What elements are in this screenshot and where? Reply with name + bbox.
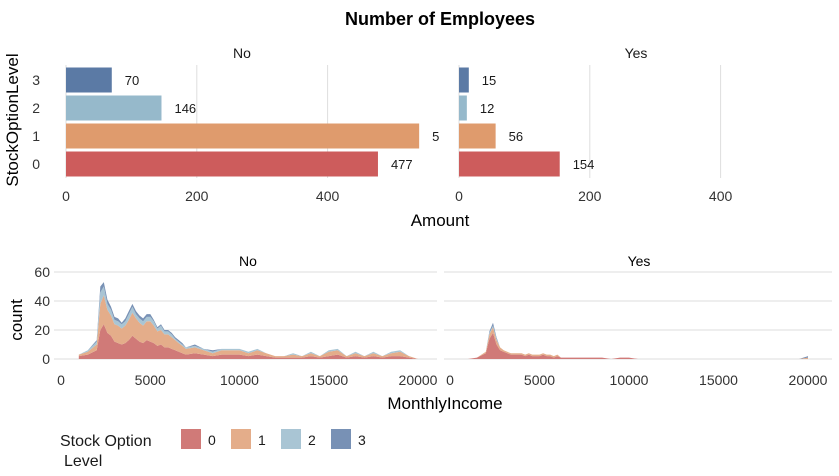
legend-label: 2 <box>308 432 316 448</box>
area-y-tick-label: 60 <box>34 264 50 280</box>
area-series-0 <box>78 324 419 359</box>
bar-y-axis-title: StockOptionLevel <box>3 53 22 186</box>
legend-swatch <box>181 429 201 449</box>
legend-swatch <box>281 429 301 449</box>
area-x-tick-label: 5000 <box>135 372 166 388</box>
area-x-tick-label: 0 <box>446 372 454 388</box>
bar-x-tick-label: 0 <box>455 188 463 204</box>
bar <box>66 151 378 177</box>
legend-title: Stock Option <box>60 433 152 450</box>
area-x-axis-title: MonthlyIncome <box>387 394 502 413</box>
bar <box>459 151 560 177</box>
bar <box>459 123 496 149</box>
area-x-tick-label: 20000 <box>789 372 828 388</box>
area-y-tick-label: 40 <box>34 293 50 309</box>
area-x-tick-label: 15000 <box>309 372 348 388</box>
area-x-tick-label: 15000 <box>699 372 738 388</box>
area-x-tick-label: 10000 <box>610 372 649 388</box>
bar-x-tick-label: 200 <box>578 188 602 204</box>
chart-title: Number of Employees <box>345 9 535 29</box>
area-x-tick-label: 5000 <box>524 372 555 388</box>
legend-swatch <box>331 429 351 449</box>
bar-y-tick-label: 2 <box>32 100 40 116</box>
bar <box>66 95 162 121</box>
bar-y-tick-label: 1 <box>32 128 40 144</box>
bar-facet-label-no: No <box>233 45 251 61</box>
bar-y-tick-label: 0 <box>32 156 40 172</box>
bar-data-label: 5 <box>432 129 439 144</box>
area-x-tick-label: 10000 <box>220 372 259 388</box>
bar-x-tick-label: 200 <box>185 188 209 204</box>
bar-data-label: 146 <box>174 101 196 116</box>
area-series-1 <box>78 295 419 359</box>
bar-x-tick-label: 0 <box>62 188 70 204</box>
bar <box>459 95 467 121</box>
legend-label: 1 <box>258 432 266 448</box>
bar-x-tick-label: 400 <box>316 188 340 204</box>
area-facet-label-no: No <box>239 253 257 269</box>
bar-x-axis-title: Amount <box>411 211 470 230</box>
legend-swatch <box>231 429 251 449</box>
bar-data-label: 12 <box>480 101 494 116</box>
bar-facet-label-yes: Yes <box>625 45 648 61</box>
area-series-1 <box>467 327 808 359</box>
bar <box>459 67 469 93</box>
area-y-tick-label: 20 <box>34 322 50 338</box>
bar-data-label: 154 <box>573 157 595 172</box>
bar-data-label: 477 <box>391 157 413 172</box>
bar-y-tick-label: 3 <box>32 72 40 88</box>
legend-title-line-2: Level <box>64 453 102 470</box>
bar-data-label: 70 <box>125 73 139 88</box>
area-y-axis-title: count <box>7 299 26 341</box>
bar-data-label: 56 <box>509 129 523 144</box>
bar <box>66 67 112 93</box>
bar <box>66 123 420 149</box>
legend-label: 0 <box>208 432 216 448</box>
area-x-tick-label: 20000 <box>399 372 438 388</box>
area-y-tick-label: 0 <box>42 351 50 367</box>
bar-x-tick-label: 400 <box>709 188 733 204</box>
area-facet-label-yes: Yes <box>628 253 651 269</box>
legend-label: 3 <box>358 432 366 448</box>
bar-data-label: 15 <box>482 73 496 88</box>
legend: Stock Option Level 0 1 2 3 <box>60 429 366 470</box>
area-x-tick-label: 0 <box>57 372 65 388</box>
area-panels: 0 5000 10000 15000 20000 0 5000 10000 15000 20000… <box>34 264 832 388</box>
area-series-0 <box>467 332 808 359</box>
